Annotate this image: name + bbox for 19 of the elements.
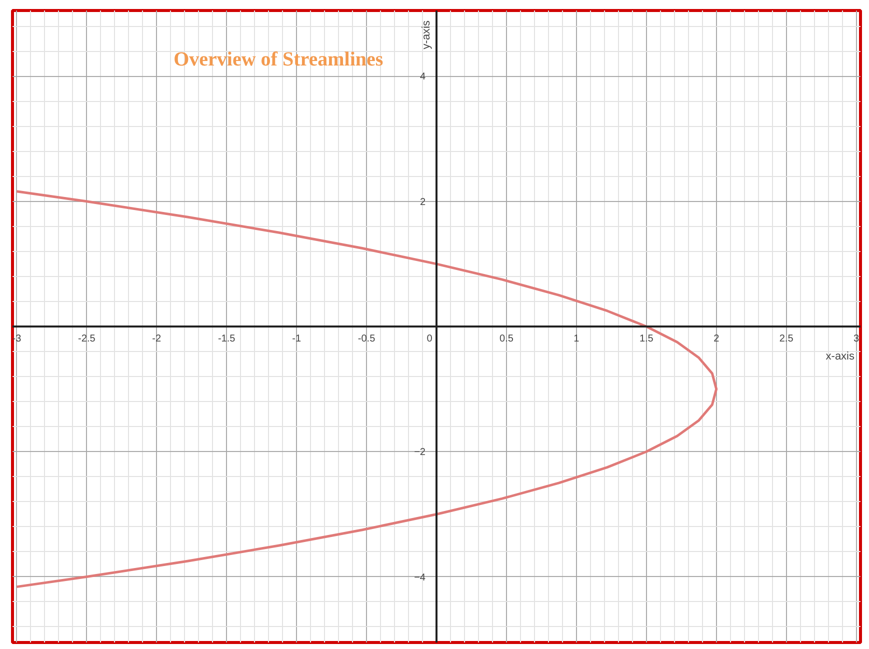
x-tick-label: 2.5 (779, 334, 794, 344)
x-tick-label: -0.5 (358, 334, 376, 344)
x-tick-label: 1.5 (639, 334, 654, 344)
x-tick-label: 0 (426, 334, 433, 344)
text: Overview of Streamlines (174, 48, 384, 71)
x-tick-label: 3 (854, 334, 860, 344)
y-tick-label: 2 (420, 196, 426, 208)
y-tick-label: −2 (414, 447, 426, 458)
x-tick-label: 2 (714, 334, 720, 344)
x-tick-label: -2.5 (78, 334, 96, 344)
y-axis-title: y-axis (420, 20, 432, 50)
x-tick-label: 0.5 (500, 334, 514, 344)
x-tick-label: -1.5 (218, 334, 236, 344)
x-tick-label: -2 (152, 334, 162, 344)
x-tick-label: -1 (292, 334, 302, 344)
x-axis-title: x-axis (826, 350, 855, 362)
y-tick-label: −4 (414, 572, 426, 584)
x-tick-label: 1 (574, 334, 580, 344)
y-tick-label: 4 (420, 72, 426, 83)
